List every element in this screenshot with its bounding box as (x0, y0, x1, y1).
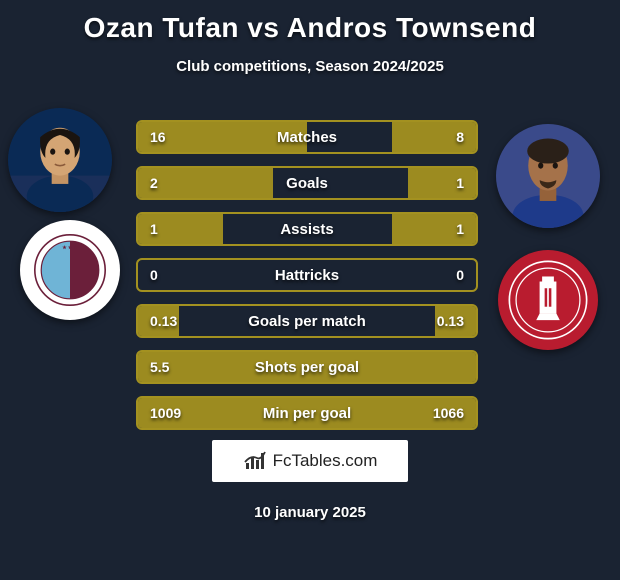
brand-text: FcTables.com (273, 451, 378, 471)
stat-label: Shots per goal (255, 359, 359, 376)
stat-value-left: 1009 (150, 405, 181, 421)
player-left-club-logo: ★ ★ ★ (20, 220, 120, 320)
stat-fill-left (138, 168, 273, 198)
stat-value-right: 1 (456, 221, 464, 237)
stat-label: Assists (280, 221, 333, 238)
stat-value-right: 0 (456, 267, 464, 283)
club-logo-icon (506, 258, 590, 342)
stat-row: 0 0 Hattricks (136, 258, 478, 292)
stat-row: 5.5 Shots per goal (136, 350, 478, 384)
svg-text:★ ★ ★: ★ ★ ★ (62, 245, 78, 251)
stat-label: Goals (286, 175, 328, 192)
stat-row: 1 1 Assists (136, 212, 478, 246)
stat-label: Goals per match (248, 313, 366, 330)
stat-value-left: 1 (150, 221, 158, 237)
stat-value-left: 16 (150, 129, 166, 145)
stat-label: Matches (277, 129, 337, 146)
stat-value-right: 1066 (433, 405, 464, 421)
player-avatar-icon (496, 124, 600, 228)
stat-fill-right (408, 168, 476, 198)
stat-value-left: 5.5 (150, 359, 169, 375)
date-label: 10 january 2025 (0, 504, 620, 521)
stats-comparison-chart: 16 8 Matches 2 1 Goals 1 1 Assists 0 0 Hattricks 0.1… (136, 120, 478, 442)
subtitle: Club competitions, Season 2024/2025 (0, 58, 620, 75)
stat-row: 1009 1066 Min per goal (136, 396, 478, 430)
player-right-avatar (496, 124, 600, 228)
club-logo-icon: ★ ★ ★ (30, 230, 110, 310)
player-left-avatar (8, 108, 112, 212)
brand-badge: FcTables.com (212, 440, 408, 482)
page-title: Ozan Tufan vs Andros Townsend (0, 0, 620, 44)
stat-value-left: 0.13 (150, 313, 177, 329)
stat-value-right: 8 (456, 129, 464, 145)
stat-value-left: 2 (150, 175, 158, 191)
stat-row: 2 1 Goals (136, 166, 478, 200)
stat-row: 16 8 Matches (136, 120, 478, 154)
stat-value-right: 0.13 (437, 313, 464, 329)
player-right-club-logo (498, 250, 598, 350)
stat-label: Min per goal (263, 405, 351, 422)
stat-value-right: 1 (456, 175, 464, 191)
brand-chart-icon (243, 449, 267, 473)
stat-value-left: 0 (150, 267, 158, 283)
player-avatar-icon (8, 108, 112, 212)
stat-label: Hattricks (275, 267, 339, 284)
stat-row: 0.13 0.13 Goals per match (136, 304, 478, 338)
